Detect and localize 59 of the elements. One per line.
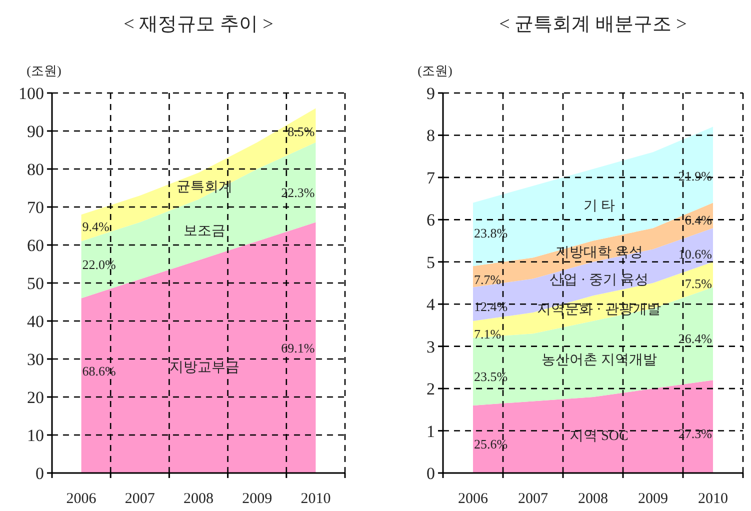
y-tick-label: 0 xyxy=(426,464,435,483)
y-tick-label: 2 xyxy=(426,380,435,399)
annotation: 23.8% xyxy=(474,225,508,240)
annotation: 7.5% xyxy=(684,276,712,291)
x-tick-label: 2009 xyxy=(638,491,668,507)
y-tick-label: 7 xyxy=(426,168,436,188)
x-tick-label: 2007 xyxy=(124,491,156,507)
y-tick-label: 60 xyxy=(27,236,44,255)
series-label: 지역 SOC xyxy=(570,429,628,444)
annotation: 25.6% xyxy=(474,436,508,452)
series-label: 산업 · 중기 육성 xyxy=(549,272,649,288)
y-tick-label: 30 xyxy=(27,350,44,369)
x-tick-label: 2008 xyxy=(578,491,608,507)
x-tick-label: 2006 xyxy=(458,491,488,507)
y-tick-label: 5 xyxy=(426,252,435,272)
annotation: 10.6% xyxy=(678,246,712,262)
y-tick-label: 20 xyxy=(27,388,44,407)
y-tick-label: 0 xyxy=(36,464,44,483)
annotation: 7.7% xyxy=(474,272,502,287)
annotation: 7.1% xyxy=(474,326,502,342)
series-label: 균특회계 xyxy=(176,180,232,196)
annotation: 23.5% xyxy=(474,368,508,384)
y-tick-label: 70 xyxy=(27,198,44,217)
y-tick-label: 50 xyxy=(27,274,44,293)
y-axis-title: (조원) xyxy=(418,63,452,78)
annotation: 8.5% xyxy=(288,124,315,139)
y-tick-label: 9 xyxy=(426,84,435,103)
y-tick-label: 8 xyxy=(426,126,435,146)
chart-title: < 재정규모 추이 > xyxy=(124,14,274,35)
x-tick-label: 2008 xyxy=(184,491,214,507)
annotation: 26.4% xyxy=(678,330,712,346)
y-tick-label: 100 xyxy=(18,84,44,103)
annotation: 22.3% xyxy=(281,184,315,200)
series-label: 보조금 xyxy=(183,224,226,239)
x-tick-label: 2009 xyxy=(242,491,272,507)
y-tick-label: 40 xyxy=(27,312,44,331)
y-tick-label: 6 xyxy=(426,210,435,230)
y-axis-title: (조원) xyxy=(26,63,62,78)
chart-title: < 균특회계 배분구조 > xyxy=(499,14,687,35)
x-tick-label: 2006 xyxy=(66,491,97,507)
series-label: 농산어촌 지역개발 xyxy=(541,353,657,368)
y-tick-label: 80 xyxy=(27,160,44,179)
x-tick-label: 2010 xyxy=(698,491,728,507)
y-tick-label: 10 xyxy=(27,426,44,445)
series-label: 지역문화 · 관광개발 xyxy=(537,302,661,318)
y-tick-label: 3 xyxy=(426,337,435,356)
series-label: 지방대학 육성 xyxy=(555,245,643,260)
y-tick-label: 1 xyxy=(426,422,435,441)
series-label: 기 타 xyxy=(583,198,615,214)
annotation: 27.3% xyxy=(678,426,712,441)
annotation: 9.4% xyxy=(82,219,110,234)
annotation: 22.0% xyxy=(82,257,116,272)
annotation: 12.4% xyxy=(474,299,508,314)
x-tick-label: 2010 xyxy=(300,491,331,507)
annotation: 21.9% xyxy=(678,168,712,184)
x-tick-label: 2007 xyxy=(518,491,548,507)
y-tick-label: 4 xyxy=(426,295,436,314)
series-label: 지방교부금 xyxy=(169,360,240,376)
y-tick-label: 90 xyxy=(27,122,44,141)
